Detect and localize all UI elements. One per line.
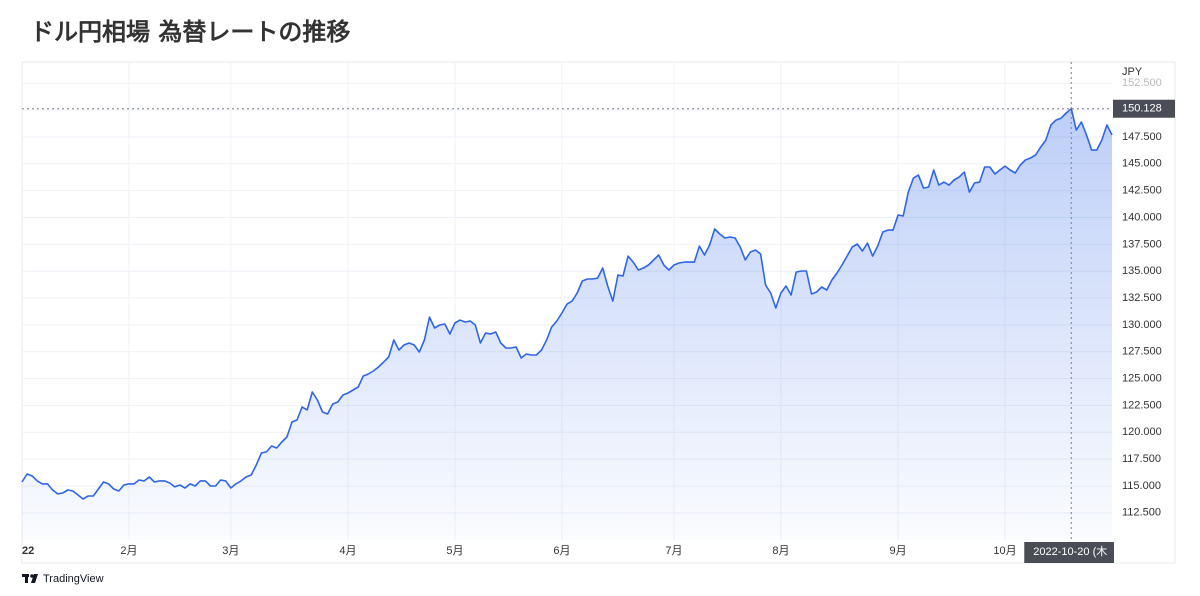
y-tick-label: 145.000 [1122,158,1162,170]
y-tick-label: 147.500 [1122,131,1162,143]
y-tick-label: 152.500 [1122,77,1162,89]
x-tick-label: 4月 [339,545,356,557]
axes: 112.500 115.000 117.500 120.000 122.500 125.0… [22,77,1175,563]
x-tick-label: 10月 [993,545,1016,557]
y-tick-label: 140.000 [1122,211,1162,223]
chart-title: ドル円相場 為替レートの推移 [30,18,350,46]
logo-mark [30,574,34,578]
y-tick-label: 142.500 [1122,185,1162,197]
date-label-bg [1024,542,1114,563]
logo-mark [31,574,38,583]
logo-mark [25,574,28,583]
y-tick-label: 137.500 [1122,238,1162,250]
y-tick-label: 120.000 [1122,426,1162,438]
y-tick-label: 130.000 [1122,319,1162,331]
x-tick-label: 8月 [772,545,789,557]
y-unit: JPY [1122,66,1143,78]
y-tick-label: 112.500 [1122,507,1161,519]
y-tick-label: 127.500 [1122,346,1162,358]
area-fill [22,108,1112,540]
x-tick-label: 5月 [446,545,463,557]
y-tick-label: 135.000 [1122,265,1162,277]
price-label: 150.128 [1122,103,1162,115]
logo [22,574,38,583]
x-tick-label: 6月 [553,545,570,557]
x-tick-label: 9月 [890,545,907,557]
y-tick-label: 117.500 [1122,453,1161,465]
date-label: 2022-10-20 (木 [1024,542,1114,563]
price-label-bg [1113,99,1175,118]
y-tick-label: 132.500 [1122,292,1162,304]
y-tick-label: 122.500 [1122,399,1162,411]
x-tick-label: 2月 [120,545,137,557]
x-tick-label: 22 [22,545,34,557]
chart-frame [21,61,1176,564]
x-tick-label: 7月 [665,545,682,557]
plot [21,62,1113,563]
price-line [21,107,1113,500]
y-tick-label: 115.000 [1122,480,1161,492]
source-label: TradingView [43,573,104,585]
y-tick-label: 125.000 [1122,372,1162,384]
x-tick-label: 3月 [222,545,239,557]
date-label-text: 2022-10-20 (木 [1033,545,1107,558]
